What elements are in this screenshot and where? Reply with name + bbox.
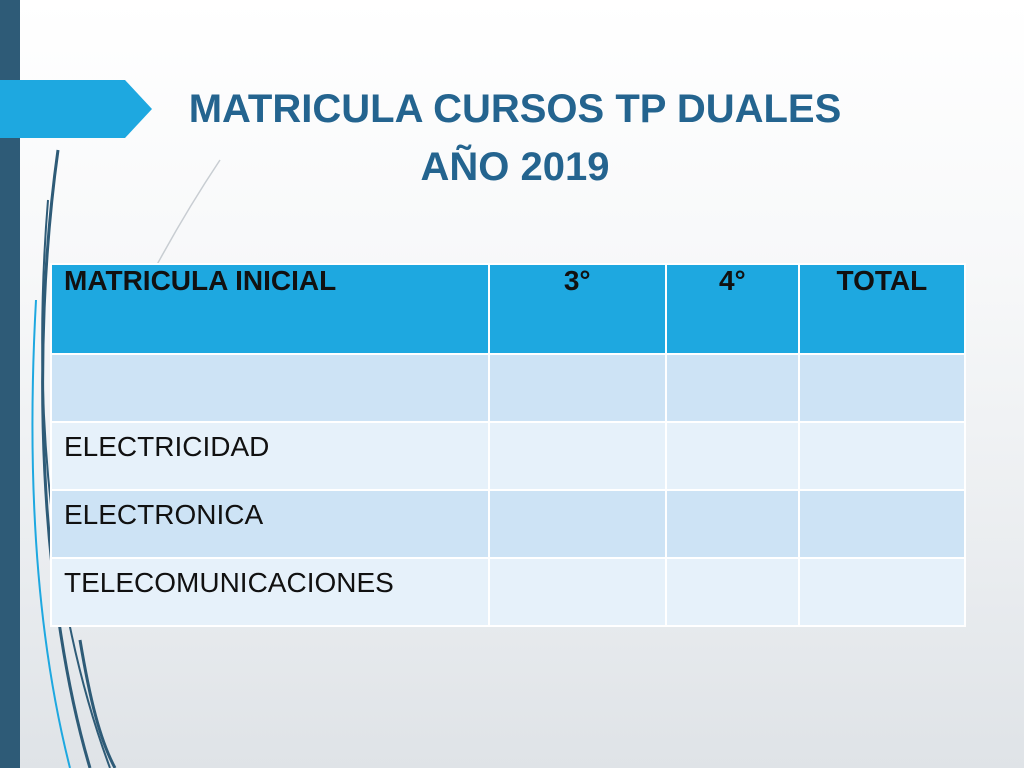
cell-total	[797, 557, 967, 627]
cell-total	[797, 489, 967, 559]
table-header-row: MATRICULA INICIAL 3° 4° TOTAL	[50, 263, 967, 355]
cell-3rd	[487, 489, 667, 559]
cell-3rd	[487, 557, 667, 627]
table-row	[50, 353, 967, 423]
cell-total	[797, 421, 967, 491]
cell-4th	[664, 489, 800, 559]
enrollment-table: MATRICULA INICIAL 3° 4° TOTAL ELECTRICID…	[50, 263, 967, 627]
table-row: TELECOMUNICACIONES	[50, 557, 967, 627]
cell-4th	[664, 557, 800, 627]
header-matricula-inicial: MATRICULA INICIAL	[50, 263, 490, 355]
cell-4th	[664, 421, 800, 491]
left-accent-bar	[0, 0, 20, 768]
table-row: ELECTRONICA	[50, 489, 967, 559]
cell-label: TELECOMUNICACIONES	[50, 557, 490, 627]
cell-3rd	[487, 353, 667, 423]
header-3rd: 3°	[487, 263, 667, 355]
title-arrow-icon	[0, 80, 152, 138]
cell-total	[797, 353, 967, 423]
title-line-1: MATRICULA CURSOS TP DUALES	[188, 87, 842, 131]
slide-title: MATRICULA CURSOS TP DUALES AÑO 2019	[160, 80, 870, 196]
header-4th: 4°	[664, 263, 800, 355]
header-total: TOTAL	[797, 263, 967, 355]
table-row: ELECTRICIDAD	[50, 421, 967, 491]
cell-label: ELECTRICIDAD	[50, 421, 490, 491]
cell-label: ELECTRONICA	[50, 489, 490, 559]
cell-4th	[664, 353, 800, 423]
title-line-2: AÑO 2019	[420, 145, 610, 189]
cell-3rd	[487, 421, 667, 491]
cell-label	[50, 353, 490, 423]
